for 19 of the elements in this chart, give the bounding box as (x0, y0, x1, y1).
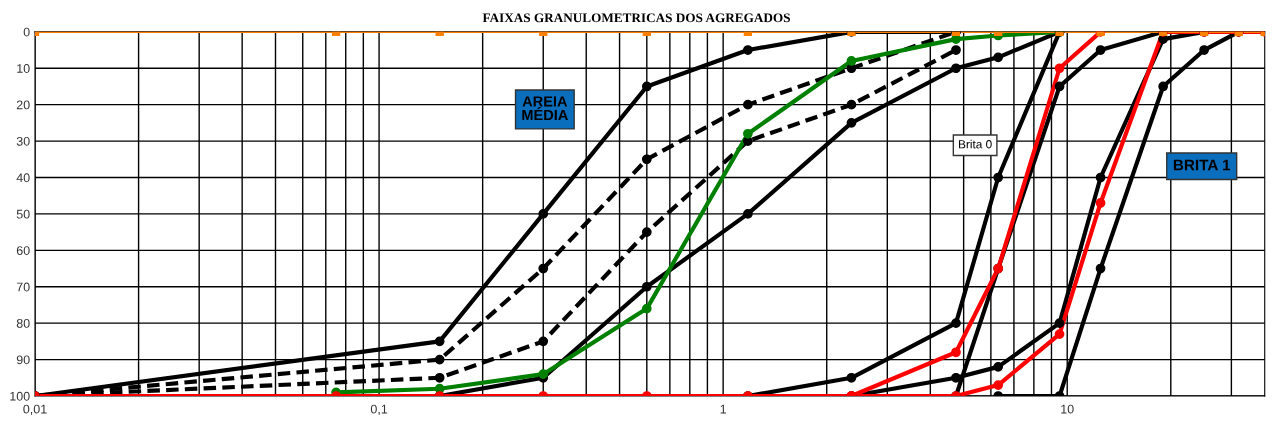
x-tick-label: 0,1 (370, 404, 388, 415)
annotation: BRITA 1 (1173, 159, 1231, 171)
y-tick-label: 0 (23, 27, 30, 37)
x-tick-label: 1 (720, 404, 727, 414)
x-tick-label: 10 (1061, 404, 1074, 414)
y-tick-label: 30 (16, 136, 30, 146)
annotation: Brita 0 (959, 139, 992, 149)
y-tick-label: 80 (16, 318, 30, 328)
y-tick-label: 40 (16, 173, 30, 183)
x-tick-label: 0,01 (23, 404, 47, 415)
y-tick-label: 70 (16, 282, 30, 292)
y-tick-label: 20 (16, 100, 30, 110)
y-tick-label: 10 (17, 64, 30, 73)
y-tick-label: 50 (16, 209, 30, 219)
y-tick-label: 60 (16, 246, 30, 255)
chart-title: FAIXAS GRANULOMETRICAS DOS AGREGADOS (482, 13, 790, 23)
y-tick-label: 90 (16, 355, 30, 365)
y-tick-label: 100 (10, 391, 30, 401)
annotation: AREIA MÉDIA (522, 96, 568, 121)
